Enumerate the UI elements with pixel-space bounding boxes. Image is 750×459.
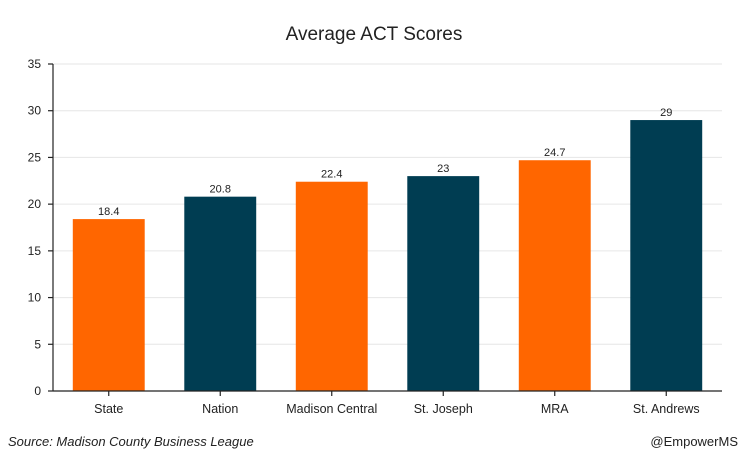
y-tick-label: 0: [34, 384, 41, 398]
bar-value-label: 24.7: [544, 147, 565, 159]
bar-value-label: 20.8: [210, 184, 231, 196]
y-tick-label: 10: [28, 291, 42, 305]
bar-value-label: 29: [660, 107, 672, 119]
x-category-label: State: [94, 402, 123, 416]
bar: [184, 196, 257, 391]
bar: [407, 176, 480, 391]
x-category-label: MRA: [541, 402, 569, 416]
y-tick-label: 5: [34, 337, 41, 351]
bars: [72, 120, 703, 392]
bar-chart: Average ACT Scores 0 5 10 15 20 25 30 35 18.4 20…: [28, 24, 722, 416]
y-axis-ticks: 0 5 10 15 20 25 30 35: [28, 57, 53, 398]
bar: [518, 160, 591, 391]
x-category-label: St. Andrews: [633, 402, 700, 416]
x-axis-categories: State Nation Madison Central St. Joseph MRA S…: [94, 391, 700, 416]
bar: [295, 181, 368, 391]
x-category-label: Nation: [202, 402, 238, 416]
bar-value-label: 23: [437, 163, 449, 175]
x-category-label: St. Joseph: [414, 402, 473, 416]
gridlines: [53, 63, 722, 345]
social-handle: @EmpowerMS: [650, 434, 738, 449]
y-tick-label: 30: [28, 104, 42, 118]
y-tick-label: 20: [28, 197, 42, 211]
source-note: Source: Madison County Business League: [8, 434, 254, 449]
x-category-label: Madison Central: [286, 402, 377, 416]
chart-title: Average ACT Scores: [286, 24, 463, 45]
data-labels: 18.4 20.8 22.4 23 24.7 29: [98, 107, 672, 218]
bar: [72, 219, 145, 391]
y-tick-label: 35: [28, 57, 42, 71]
bar: [630, 120, 703, 392]
y-tick-label: 15: [28, 244, 42, 258]
bar-value-label: 22.4: [321, 169, 342, 181]
y-tick-label: 25: [28, 150, 42, 164]
bar-value-label: 18.4: [98, 206, 119, 218]
